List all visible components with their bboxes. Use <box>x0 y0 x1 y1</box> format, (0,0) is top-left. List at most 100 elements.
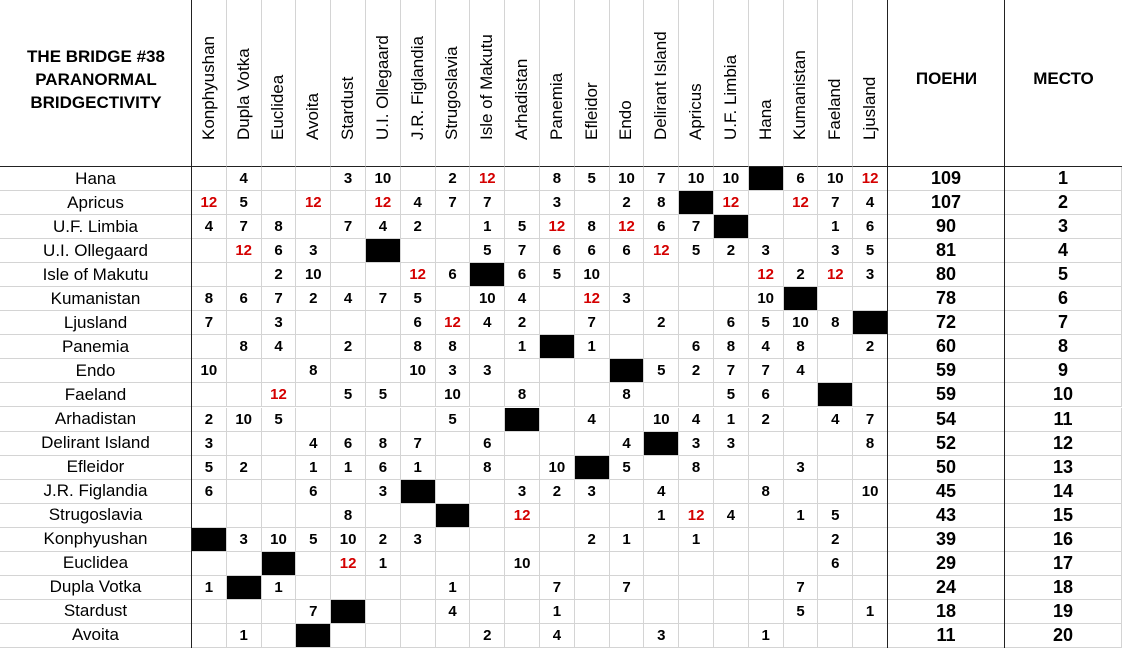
vote-cell <box>261 359 297 384</box>
vote-cell: 3 <box>505 479 540 504</box>
vote-cell: 3 <box>261 311 297 336</box>
vote-cell <box>296 503 332 528</box>
country-name: Kumanistan <box>0 287 192 312</box>
vote-cell: 5 <box>574 167 610 192</box>
country-name: Euclidea <box>0 551 192 576</box>
vote-cell: 6 <box>818 551 854 576</box>
vote-cell: 2 <box>470 623 506 648</box>
points: 78 <box>888 287 1005 312</box>
vote-cell <box>261 431 297 456</box>
vote-cell: 1 <box>505 335 540 360</box>
vote-cell <box>609 479 645 504</box>
vote-cell <box>540 527 575 552</box>
points: 45 <box>888 479 1005 504</box>
vote-cell: 7 <box>470 191 506 216</box>
vote-cell: 6 <box>296 479 332 504</box>
vote-cell: 3 <box>679 431 714 456</box>
vote-cell: 4 <box>853 191 888 216</box>
vote-cell <box>226 551 262 576</box>
vote-cell: 5 <box>366 383 401 408</box>
vote-cell <box>261 455 297 480</box>
vote-cell: 10 <box>609 167 645 192</box>
vote-cell: 3 <box>540 191 575 216</box>
vote-cell: 7 <box>435 191 471 216</box>
vote-cell <box>226 311 262 336</box>
vote-cell: 7 <box>714 359 749 384</box>
vote-cell: 8 <box>644 191 680 216</box>
vote-cell <box>366 623 401 648</box>
country-name: Faeland <box>0 383 192 408</box>
vote-cell: 12 <box>748 263 784 288</box>
points: 59 <box>888 383 1005 408</box>
own-country-cell <box>818 383 854 408</box>
voter-name: Hana <box>755 99 775 140</box>
points: 43 <box>888 503 1005 528</box>
country-name: Dupla Votka <box>0 575 192 600</box>
vote-cell: 10 <box>400 359 436 384</box>
vote-cell <box>714 623 749 648</box>
vote-cell <box>644 455 680 480</box>
vote-cell <box>331 359 366 384</box>
vote-cell: 5 <box>296 527 332 552</box>
vote-cell <box>748 431 784 456</box>
voter-name: Euclidea <box>268 74 288 140</box>
place: 4 <box>1005 239 1122 264</box>
vote-cell: 6 <box>505 263 540 288</box>
place: 12 <box>1005 431 1122 456</box>
vote-cell: 5 <box>818 503 854 528</box>
country-name: Efleidor <box>0 455 192 480</box>
vote-cell <box>470 575 506 600</box>
points: 109 <box>888 167 1005 192</box>
vote-cell <box>818 575 854 600</box>
vote-cell: 1 <box>714 407 749 432</box>
own-country-cell <box>470 263 506 288</box>
vote-cell: 12 <box>261 383 297 408</box>
vote-cell <box>748 575 784 600</box>
vote-cell <box>853 551 888 576</box>
points: 29 <box>888 551 1005 576</box>
vote-cell: 5 <box>400 287 436 312</box>
vote-cell: 6 <box>331 431 366 456</box>
vote-cell: 10 <box>748 287 784 312</box>
vote-cell <box>818 479 854 504</box>
vote-cell: 3 <box>192 431 227 456</box>
vote-cell <box>470 551 506 576</box>
vote-cell <box>574 359 610 384</box>
vote-cell <box>400 167 436 192</box>
vote-cell <box>540 383 575 408</box>
points: 50 <box>888 455 1005 480</box>
vote-cell <box>574 623 610 648</box>
title-line: THE BRIDGE #38 <box>27 46 165 66</box>
vote-cell: 5 <box>261 407 297 432</box>
vote-cell: 12 <box>470 167 506 192</box>
country-name: Isle of Makutu <box>0 263 192 288</box>
points: 39 <box>888 527 1005 552</box>
voter-name: Avoita <box>303 93 323 140</box>
vote-cell <box>644 551 680 576</box>
place: 13 <box>1005 455 1122 480</box>
vote-cell <box>505 599 540 624</box>
vote-cell: 3 <box>818 239 854 264</box>
vote-cell <box>540 311 575 336</box>
voter-name: Arhadistan <box>512 58 532 140</box>
vote-cell <box>748 527 784 552</box>
vote-cell <box>748 455 784 480</box>
vote-cell <box>679 551 714 576</box>
vote-cell <box>296 551 332 576</box>
place: 3 <box>1005 215 1122 240</box>
own-country-cell <box>505 407 540 432</box>
place: 15 <box>1005 503 1122 528</box>
vote-cell <box>331 623 366 648</box>
vote-cell <box>574 503 610 528</box>
vote-cell <box>226 599 262 624</box>
vote-cell: 6 <box>435 263 471 288</box>
place: 14 <box>1005 479 1122 504</box>
voter-name: Panemia <box>546 72 566 140</box>
vote-cell <box>679 599 714 624</box>
country-name: Hana <box>0 167 192 192</box>
vote-cell: 1 <box>783 503 819 528</box>
voter-header: Ljusland <box>853 0 888 167</box>
country-name: U.I. Ollegaard <box>0 239 192 264</box>
vote-cell <box>853 359 888 384</box>
vote-cell: 12 <box>853 167 888 192</box>
